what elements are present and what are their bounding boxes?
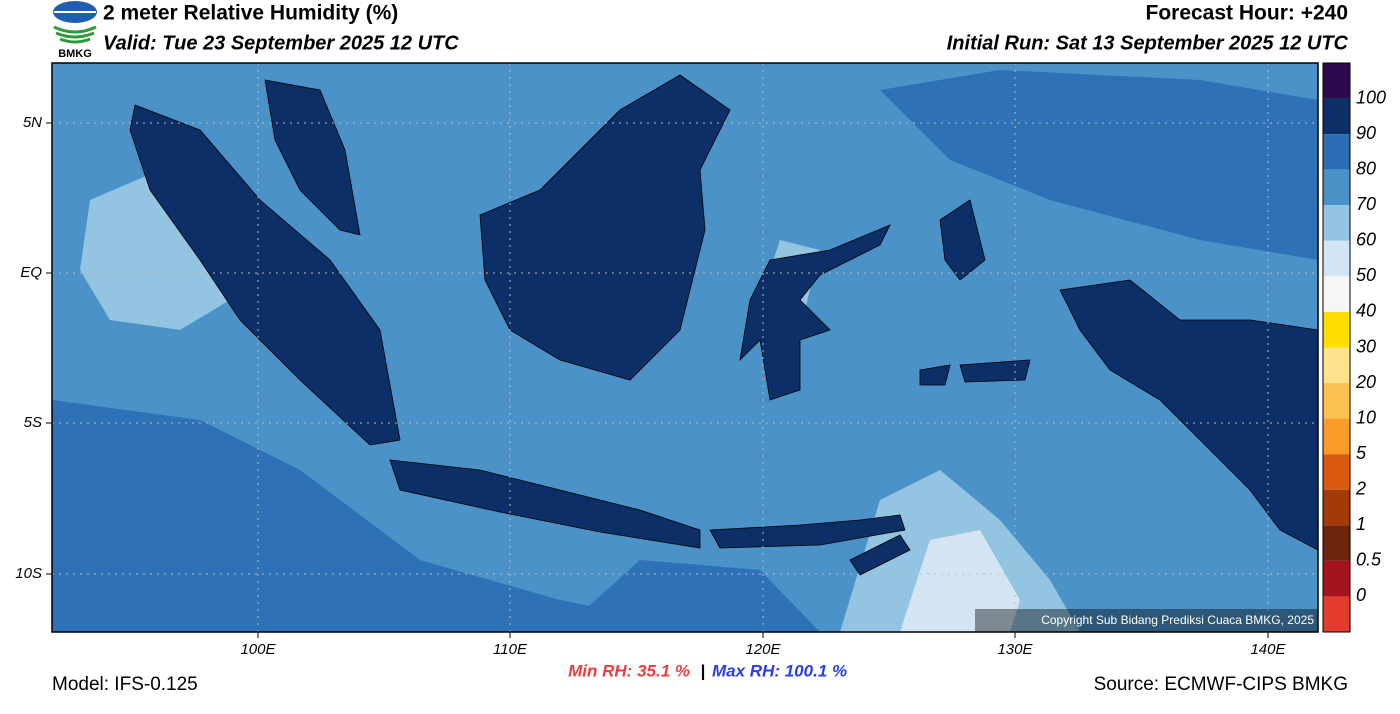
colorbar-swatch xyxy=(1323,240,1350,277)
logo-text: BMKG xyxy=(58,48,92,60)
colorbar-label: 90 xyxy=(1356,123,1376,143)
valid-time: Valid: Tue 23 September 2025 12 UTC xyxy=(103,32,459,54)
colorbar-swatch xyxy=(1323,347,1350,384)
lat-label: EQ xyxy=(20,264,42,281)
colorbar-label: 40 xyxy=(1356,301,1376,321)
map xyxy=(52,63,1318,632)
colorbar-swatch xyxy=(1323,63,1350,99)
forecast-hour: Forecast Hour: +240 xyxy=(1146,2,1349,25)
colorbar-label: 30 xyxy=(1356,336,1376,356)
colorbar-label: 0 xyxy=(1356,585,1366,605)
colorbar-swatch xyxy=(1323,596,1350,632)
min-rh: Min RH: 35.1 % xyxy=(568,661,690,680)
colorbar-label: 70 xyxy=(1356,194,1376,214)
lon-label: 110E xyxy=(493,641,528,658)
colorbar-label: 50 xyxy=(1356,265,1376,285)
colorbar-swatch xyxy=(1323,525,1350,561)
colorbar-swatch xyxy=(1323,276,1350,312)
initial-run: Initial Run: Sat 13 September 2025 12 UT… xyxy=(947,32,1349,54)
colorbar-swatch xyxy=(1323,205,1350,241)
lon-label: 130E xyxy=(997,641,1033,658)
colorbar-swatch xyxy=(1323,489,1350,526)
colorbar-swatch xyxy=(1323,383,1350,419)
colorbar-label: 20 xyxy=(1355,372,1376,392)
separator: | xyxy=(701,661,706,680)
lat-label: 10S xyxy=(15,565,42,582)
lat-label: 5N xyxy=(23,114,42,131)
copyright-box xyxy=(975,609,1318,632)
lon-label: 100E xyxy=(240,641,276,658)
model: Model: IFS-0.125 xyxy=(52,674,198,695)
colorbar-label: 1 xyxy=(1356,514,1366,534)
colorbar-label: 5 xyxy=(1356,443,1367,463)
colorbar-label: 80 xyxy=(1356,158,1376,178)
colorbar-swatch xyxy=(1323,169,1350,206)
colorbar-label: 10 xyxy=(1356,407,1376,427)
logo: BMKG xyxy=(53,1,97,60)
colorbar-swatch xyxy=(1323,560,1350,597)
source: Source: ECMWF-CIPS BMKG xyxy=(1094,674,1348,695)
colorbar-swatch xyxy=(1323,98,1350,135)
lat-label: 5S xyxy=(24,414,42,431)
copyright: Copyright Sub Bidang Prediksi Cuaca BMKG… xyxy=(1041,613,1314,627)
lon-label: 120E xyxy=(745,641,781,658)
title: 2 meter Relative Humidity (%) xyxy=(103,2,398,25)
max-rh: Max RH: 100.1 % xyxy=(712,661,847,680)
colorbar-label: 2 xyxy=(1355,479,1366,499)
map-frame xyxy=(51,62,1319,633)
lon-label: 140E xyxy=(1250,641,1286,658)
colorbar-swatch xyxy=(1323,418,1350,455)
colorbar-label: 100 xyxy=(1356,87,1386,107)
colorbar-label: 0.5 xyxy=(1356,550,1382,570)
colorbar-label: 60 xyxy=(1356,230,1376,250)
colorbar-swatch xyxy=(1323,454,1350,490)
colorbar-swatch xyxy=(1323,311,1350,348)
colorbar-frame xyxy=(1322,62,1351,633)
colorbar-swatch xyxy=(1323,134,1350,170)
